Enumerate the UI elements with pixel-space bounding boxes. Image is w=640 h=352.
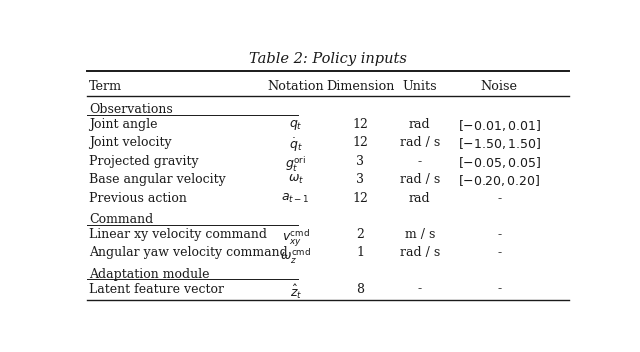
Text: $[-0.20, 0.20]$: $[-0.20, 0.20]$ <box>458 173 540 188</box>
Text: Adaptation module: Adaptation module <box>89 268 209 281</box>
Text: $v_{xy}^\mathrm{cmd}$: $v_{xy}^\mathrm{cmd}$ <box>282 228 310 249</box>
Text: Notation: Notation <box>268 80 324 93</box>
Text: $\omega_z^\mathrm{cmd}$: $\omega_z^\mathrm{cmd}$ <box>280 246 312 266</box>
Text: 12: 12 <box>352 136 368 149</box>
Text: 12: 12 <box>352 192 368 205</box>
Text: 3: 3 <box>356 155 364 168</box>
Text: -: - <box>497 228 501 241</box>
Text: rad: rad <box>409 118 431 131</box>
Text: Command: Command <box>89 213 153 226</box>
Text: Previous action: Previous action <box>89 192 187 205</box>
Text: 12: 12 <box>352 118 368 131</box>
Text: $q_t$: $q_t$ <box>289 118 303 132</box>
Text: Latent feature vector: Latent feature vector <box>89 283 224 296</box>
Text: Observations: Observations <box>89 103 173 116</box>
Text: $\dot{q}_t$: $\dot{q}_t$ <box>289 136 303 154</box>
Text: Angular yaw velocity command: Angular yaw velocity command <box>89 246 287 259</box>
Text: $\omega_t$: $\omega_t$ <box>287 173 304 186</box>
Text: Joint angle: Joint angle <box>89 118 157 131</box>
Text: $[-1.50, 1.50]$: $[-1.50, 1.50]$ <box>458 136 541 151</box>
Text: 1: 1 <box>356 246 364 259</box>
Text: -: - <box>497 283 501 296</box>
Text: $[-0.01, 0.01]$: $[-0.01, 0.01]$ <box>458 118 541 133</box>
Text: rad: rad <box>409 192 431 205</box>
Text: Dimension: Dimension <box>326 80 394 93</box>
Text: -: - <box>418 283 422 296</box>
Text: $g_t^\mathrm{ori}$: $g_t^\mathrm{ori}$ <box>285 155 307 174</box>
Text: $a_{t-1}$: $a_{t-1}$ <box>282 192 310 205</box>
Text: Table 2: Policy inputs: Table 2: Policy inputs <box>249 52 407 66</box>
Text: Base angular velocity: Base angular velocity <box>89 173 226 186</box>
Text: -: - <box>497 246 501 259</box>
Text: Linear xy velocity command: Linear xy velocity command <box>89 228 267 241</box>
Text: rad / s: rad / s <box>399 246 440 259</box>
Text: Joint velocity: Joint velocity <box>89 136 172 149</box>
Text: -: - <box>497 192 501 205</box>
Text: Term: Term <box>89 80 122 93</box>
Text: 8: 8 <box>356 283 364 296</box>
Text: 3: 3 <box>356 173 364 186</box>
Text: $\hat{z}_t$: $\hat{z}_t$ <box>289 283 302 301</box>
Text: rad / s: rad / s <box>399 136 440 149</box>
Text: Noise: Noise <box>481 80 518 93</box>
Text: -: - <box>418 155 422 168</box>
Text: 2: 2 <box>356 228 364 241</box>
Text: Projected gravity: Projected gravity <box>89 155 198 168</box>
Text: m / s: m / s <box>404 228 435 241</box>
Text: $[-0.05, 0.05]$: $[-0.05, 0.05]$ <box>458 155 541 170</box>
Text: rad / s: rad / s <box>399 173 440 186</box>
Text: Units: Units <box>403 80 437 93</box>
